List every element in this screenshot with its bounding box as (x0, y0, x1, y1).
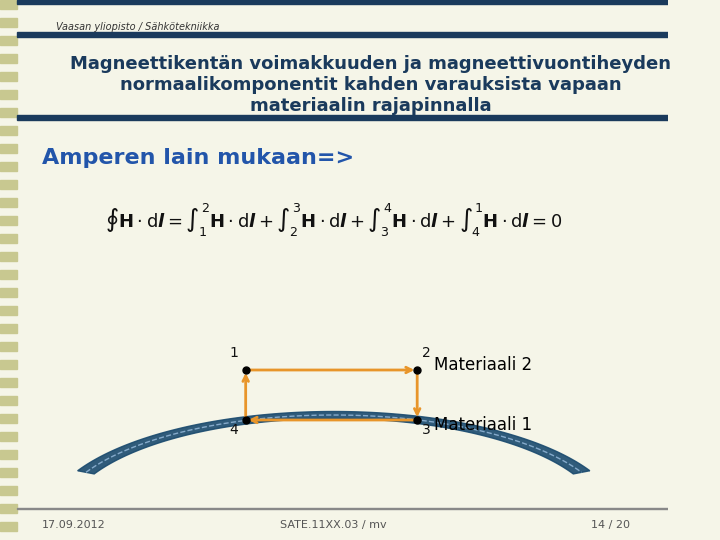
Bar (0, 432, 17, 441)
Bar (0, 360, 17, 369)
Text: 3: 3 (422, 423, 431, 437)
Bar (0, 306, 17, 315)
Bar (0, 18, 17, 27)
Bar (0, 216, 17, 225)
Bar (0, 162, 17, 171)
Bar (0, 180, 17, 189)
Text: 17.09.2012: 17.09.2012 (42, 520, 105, 530)
Bar (0, 90, 17, 99)
Bar (0, 54, 17, 63)
Bar (0, 396, 17, 405)
Text: 14 / 20: 14 / 20 (591, 520, 631, 530)
Text: 4: 4 (230, 423, 238, 437)
Bar (0, 450, 17, 459)
Bar (0, 72, 17, 81)
Bar (0, 36, 17, 45)
Bar (0, 468, 17, 477)
Bar (0, 270, 17, 279)
Text: Materiaali 1: Materiaali 1 (434, 416, 532, 434)
Bar (0, 108, 17, 117)
Text: Magneettikentän voimakkuuden ja magneettivuontiheyden
normaalikomponentit kahden: Magneettikentän voimakkuuden ja magneett… (71, 55, 671, 114)
Bar (17, 508, 667, 509)
Text: 2: 2 (422, 346, 431, 360)
Text: SATE.11XX.03 / mv: SATE.11XX.03 / mv (280, 520, 387, 530)
Bar (0, 252, 17, 261)
Bar (0, 126, 17, 135)
Bar (0, 378, 17, 387)
Bar (0, 504, 17, 513)
Text: Vaasan yliopisto / Sähkötekniikka: Vaasan yliopisto / Sähkötekniikka (55, 22, 219, 32)
Text: $\oint \mathbf{H}\cdot\mathrm{d}\boldsymbol{l}=\int_{1}^{2}\mathbf{H}\cdot\mathr: $\oint \mathbf{H}\cdot\mathrm{d}\boldsym… (105, 201, 562, 239)
Text: Materiaali 2: Materiaali 2 (434, 356, 532, 374)
Bar (0, 0, 17, 9)
Bar (0, 342, 17, 351)
Text: Amperen lain mukaan=>: Amperen lain mukaan=> (42, 148, 354, 168)
Bar (0, 198, 17, 207)
Bar (17, 0, 667, 4)
Bar (0, 486, 17, 495)
Bar (0, 324, 17, 333)
Bar (0, 414, 17, 423)
Bar (0, 522, 17, 531)
Bar (17, 115, 667, 120)
Text: 1: 1 (230, 346, 238, 360)
Bar (0, 234, 17, 243)
Polygon shape (78, 411, 590, 474)
Bar (0, 288, 17, 297)
Bar (17, 32, 667, 37)
Bar (0, 144, 17, 153)
